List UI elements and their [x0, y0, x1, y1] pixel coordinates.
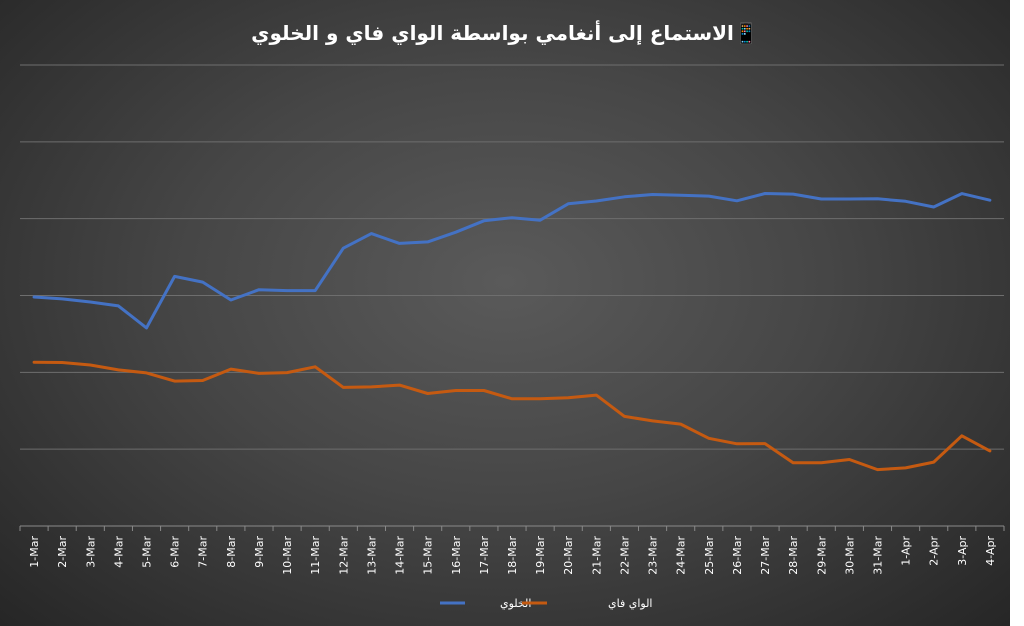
x-tick-label: 24-Mar: [675, 536, 688, 575]
x-tick-label: 23-Mar: [647, 536, 660, 575]
chart-title: 📱الاستماع إلى أنغامي بواسطة الواي فاي و …: [251, 19, 759, 46]
x-tick-label: 27-Mar: [759, 536, 772, 575]
x-tick-label: 7-Mar: [197, 536, 210, 568]
x-tick-label: 4-Apr: [984, 536, 997, 566]
x-tick-label: 3-Apr: [956, 536, 969, 566]
x-tick-label: 3-Mar: [84, 536, 97, 568]
x-tick-label: 20-Mar: [562, 536, 575, 575]
gridlines: [20, 64, 1004, 527]
x-tick-label: 21-Mar: [590, 536, 603, 575]
x-tick-label: 9-Mar: [253, 536, 266, 568]
x-tick-label: 29-Mar: [815, 536, 828, 575]
x-tick-label: 5-Mar: [141, 536, 154, 568]
x-tick-label: 14-Mar: [394, 536, 407, 575]
x-tick-label: 31-Mar: [871, 536, 884, 575]
x-tick-label: 12-Mar: [337, 536, 350, 575]
series-group: [32, 192, 992, 472]
x-tick-label: 15-Mar: [422, 536, 435, 575]
x-tick-label: 1-Apr: [900, 536, 913, 566]
x-tick-label: 2-Apr: [928, 536, 941, 566]
x-tick-label: 11-Mar: [309, 536, 322, 575]
x-tick-label: 28-Mar: [787, 536, 800, 575]
x-tick-label: 30-Mar: [843, 536, 856, 575]
x-tick-label: 17-Mar: [478, 536, 491, 575]
x-tick-label: 10-Mar: [281, 536, 294, 575]
x-tick-label: 1-Mar: [28, 536, 41, 568]
legend: الخلوي الواي فاي: [440, 597, 652, 610]
series-line-wifi: [32, 360, 992, 472]
legend-item-wifi: الواي فاي: [522, 597, 652, 610]
x-axis: 1-Mar 2-Mar 3-Mar 4-Mar 5-Mar 6-Mar 7-Mar 8-Mar…: [19, 526, 1005, 575]
x-tick-label: 16-Mar: [450, 536, 463, 575]
legend-item-mobile: الخلوي: [440, 597, 531, 610]
x-tick-label: 18-Mar: [506, 536, 519, 575]
x-tick-label: 4-Mar: [112, 536, 125, 568]
x-tick-label: 22-Mar: [618, 536, 631, 575]
legend-label: الواي فاي: [608, 597, 652, 610]
x-tick-label: 25-Mar: [703, 536, 716, 575]
x-tick-label: 19-Mar: [534, 536, 547, 575]
x-tick-label: 13-Mar: [365, 536, 378, 575]
x-tick-label: 8-Mar: [225, 536, 238, 568]
legend-label: الخلوي: [500, 597, 531, 610]
x-tick-label: 2-Mar: [56, 536, 69, 568]
x-tick-label: 6-Mar: [169, 536, 182, 568]
series-line-mobile: [32, 192, 992, 330]
x-tick-label: 26-Mar: [731, 536, 744, 575]
